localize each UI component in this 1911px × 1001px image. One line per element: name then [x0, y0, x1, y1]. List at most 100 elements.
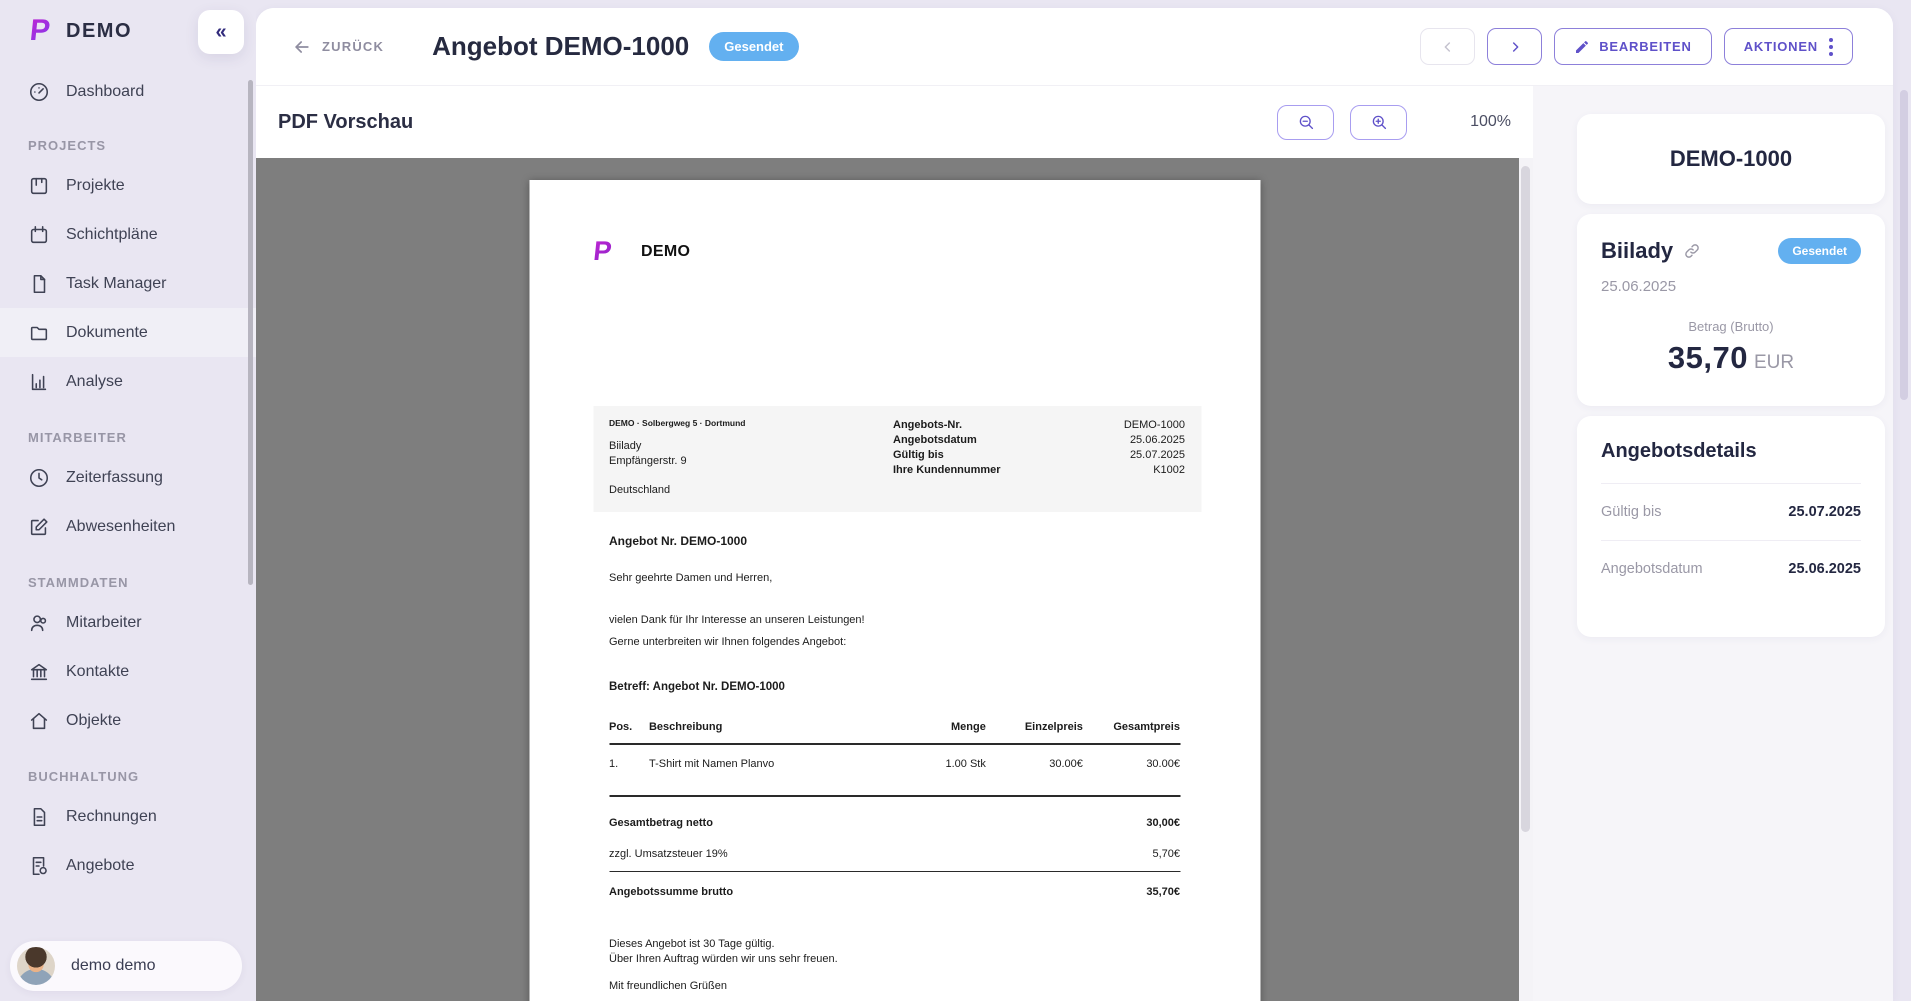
sidebar-item-label: Abwesenheiten: [66, 517, 176, 535]
sidebar-item-label: Objekte: [66, 711, 122, 729]
document-date: 25.06.2025: [1601, 278, 1677, 295]
sidebar-item-label: Mitarbeiter: [66, 613, 142, 631]
main-panel: ZURÜCK Angebot DEMO-1000 Gesendet BEARBE…: [256, 8, 1893, 1001]
arrow-left-icon: [292, 37, 312, 57]
gauge-icon: [28, 81, 50, 103]
zoom-in-button[interactable]: [1350, 104, 1407, 140]
details-sidebar: DEMO-1000 Biilady Gesendet 25.06.2025 Be…: [1533, 86, 1893, 1001]
sidebar-item-label: Dokumente: [66, 323, 148, 341]
doc-sender-line: DEMO · Solbergweg 5 · Dortmund: [609, 418, 746, 428]
sidebar-item-label: Rechnungen: [66, 807, 157, 825]
task-file-icon: [28, 273, 50, 295]
sidebar-item-projekte[interactable]: Projekte: [0, 161, 256, 210]
doc-total-net: Gesamtbetrag netto 30,00€: [609, 817, 1180, 829]
doc-meta-row: Ihre Kundennummer K1002: [893, 464, 1185, 476]
bank-icon: [28, 661, 50, 683]
doc-recipient-country: Deutschland: [609, 484, 671, 496]
next-document-button[interactable]: [1487, 28, 1543, 65]
customer-name: Biilady: [1601, 238, 1674, 263]
doc-total-vat: zzgl. Umsatzsteuer 19% 5,70€: [609, 847, 1180, 872]
zoom-controls: 100%: [1277, 104, 1511, 140]
detail-row-valid-until: Gültig bis 25.07.2025: [1601, 504, 1861, 520]
doc-meta-row: Angebotsdatum 25.06.2025: [893, 434, 1185, 446]
sidebar-item-label: Projekte: [66, 176, 125, 194]
doc-meta: Angebots-Nr. DEMO-1000 Angebotsdatum 25.…: [893, 418, 1185, 498]
sidebar-item-label: Schichtpläne: [66, 225, 158, 243]
zoom-out-button[interactable]: [1277, 104, 1334, 140]
actions-button[interactable]: AKTIONEN: [1723, 28, 1853, 65]
content-area: PDF Vorschau 100%: [256, 86, 1893, 1001]
pdf-scrollbar[interactable]: [1519, 158, 1533, 1001]
sidebar-item-angebote[interactable]: Angebote: [0, 841, 256, 890]
doc-heading: Angebot Nr. DEMO-1000: [609, 534, 748, 548]
prev-document-button[interactable]: [1420, 28, 1476, 65]
sidebar-section-buchhaltung: BUCHHALTUNG: [28, 769, 140, 784]
page-scrollbar-thumb[interactable]: [1900, 90, 1908, 400]
doc-totals: Gesamtbetrag netto 30,00€ zzgl. Umsatzst…: [609, 816, 1180, 899]
details-title: Angebotsdetails: [1601, 440, 1861, 484]
sidebar-collapse-button[interactable]: «: [198, 10, 244, 54]
doc-salutation: Sehr geehrte Damen und Herren,: [609, 572, 773, 584]
user-name: demo demo: [71, 957, 156, 974]
calendar-icon: [28, 224, 50, 246]
sidebar-item-mitarbeiter[interactable]: Mitarbeiter: [0, 598, 256, 647]
details-card: Angebotsdetails Gültig bis 25.07.2025 An…: [1577, 416, 1885, 637]
sidebar-nav: Dashboard PROJECTS Projekte Schichtpläne…: [0, 56, 256, 890]
clock-icon: [28, 467, 50, 489]
doc-recipient-name: Biilady: [609, 440, 642, 452]
sidebar-item-dokumente[interactable]: Dokumente: [0, 308, 256, 357]
chevron-left-icon: [1440, 39, 1456, 55]
doc-closing: Mit freundlichen Grüßen: [609, 980, 727, 992]
customer-row: Biilady Gesendet: [1601, 238, 1861, 264]
actions-label: AKTIONEN: [1743, 39, 1818, 54]
link-icon[interactable]: [1683, 242, 1701, 260]
sidebar-scrollbar[interactable]: [248, 80, 253, 585]
sidebar-item-label: Angebote: [66, 856, 135, 874]
doc-brand-name: DEMO: [641, 242, 691, 260]
status-badge: Gesendet: [1778, 238, 1861, 264]
magnifier-minus-icon: [1297, 113, 1315, 131]
status-badge: Gesendet: [709, 32, 799, 61]
user-menu[interactable]: demo demo: [10, 941, 242, 991]
bar-chart-icon: [28, 371, 50, 393]
brand-logo-icon: P: [28, 14, 52, 47]
doc-subject: Betreff: Angebot Nr. DEMO-1000: [609, 681, 785, 693]
sidebar-item-objekte[interactable]: Objekte: [0, 696, 256, 745]
pdf-page: P DEMO DEMO · Solbergweg 5 · Dortmund Bi…: [529, 180, 1260, 1001]
sidebar-item-label: Dashboard: [66, 83, 145, 100]
users-icon: [28, 612, 50, 634]
edit-button[interactable]: BEARBEITEN: [1554, 28, 1712, 65]
sidebar-item-analyse[interactable]: Analyse: [0, 357, 256, 406]
amount-block: Betrag (Brutto) 35,70 EUR: [1601, 319, 1861, 376]
doc-meta-row: Angebots-Nr. DEMO-1000: [893, 419, 1185, 431]
sidebar-item-zeiterfassung[interactable]: Zeiterfassung: [0, 453, 256, 502]
doc-items-table: Pos. Beschreibung Menge Einzelpreis Gesa…: [609, 720, 1180, 797]
pdf-scrollbar-thumb[interactable]: [1521, 166, 1530, 832]
header-actions: BEARBEITEN AKTIONEN: [1420, 28, 1853, 65]
sidebar-item-rechnungen[interactable]: Rechnungen: [0, 792, 256, 841]
quote-icon: [28, 855, 50, 877]
pdf-preview-panel: PDF Vorschau 100%: [256, 86, 1533, 1001]
folder-icon: [28, 322, 50, 344]
sidebar-item-task-manager[interactable]: Task Manager: [0, 259, 256, 308]
brand: P DEMO: [0, 0, 256, 56]
sidebar-item-schichtplaene[interactable]: Schichtpläne: [0, 210, 256, 259]
sidebar-item-label: Kontakte: [66, 662, 130, 680]
sidebar-section-projects: PROJECTS: [28, 138, 107, 153]
avatar: [17, 947, 55, 985]
amount-value: 35,70: [1667, 340, 1748, 375]
edit-label: BEARBEITEN: [1599, 39, 1692, 54]
sidebar-item-dashboard[interactable]: Dashboard: [0, 70, 256, 114]
amount-label: Betrag (Brutto): [1688, 319, 1774, 334]
magnifier-plus-icon: [1370, 113, 1388, 131]
brand-name: DEMO: [66, 19, 133, 42]
sidebar: P DEMO Dashboard PROJECTS Projekte Schic…: [0, 0, 256, 1001]
back-button[interactable]: ZURÜCK: [292, 37, 384, 57]
page-title: Angebot DEMO-1000: [432, 31, 690, 61]
detail-row-date: Angebotsdatum 25.06.2025: [1601, 540, 1861, 597]
sidebar-item-kontakte[interactable]: Kontakte: [0, 647, 256, 696]
sidebar-item-abwesenheiten[interactable]: Abwesenheiten: [0, 502, 256, 551]
sidebar-section-mitarbeiter: MITARBEITER: [28, 430, 127, 445]
document-number-card: DEMO-1000: [1577, 114, 1885, 204]
preview-title: PDF Vorschau: [278, 110, 414, 133]
